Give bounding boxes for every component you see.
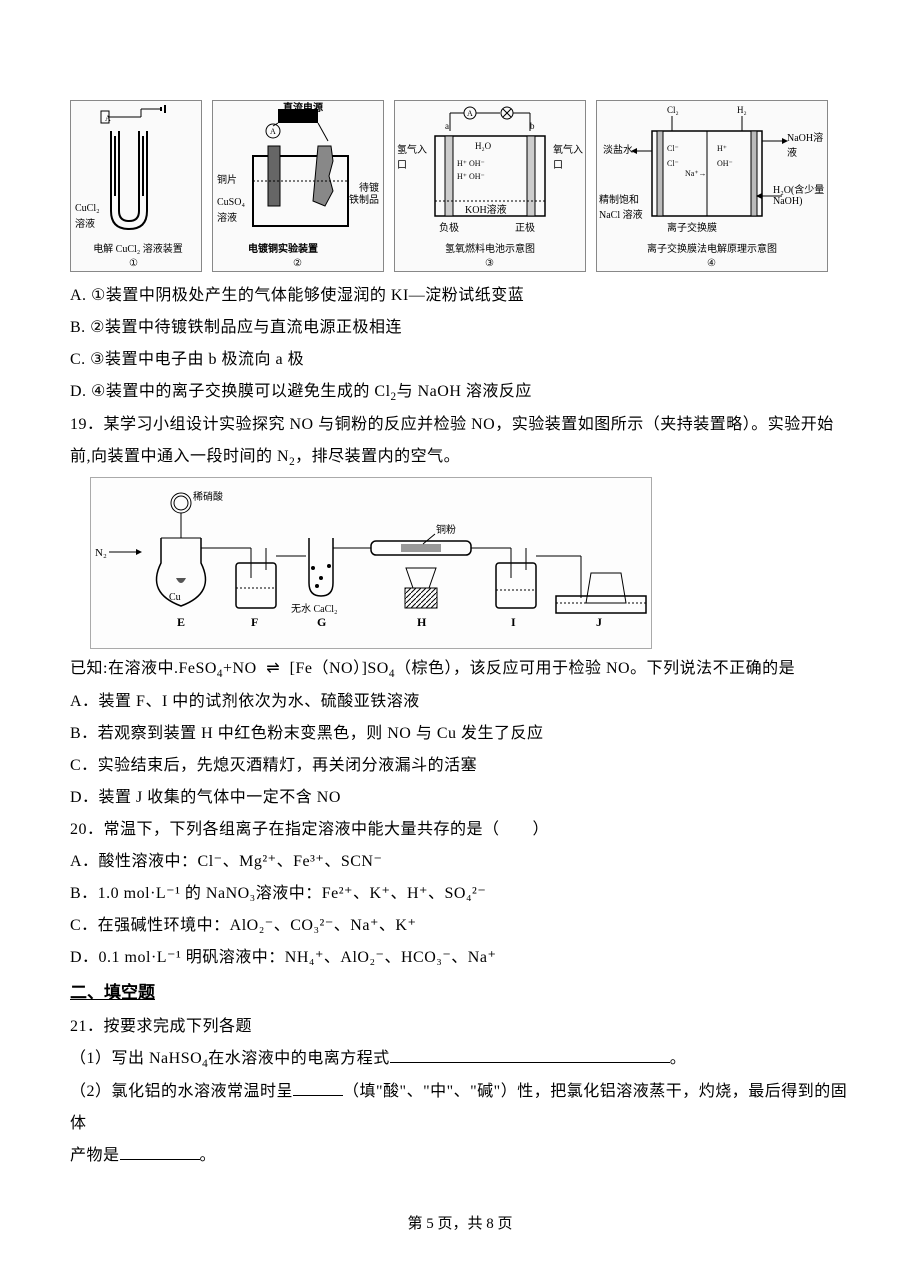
svg-text:A: A (270, 127, 276, 136)
q19-line2-post: ，排尽装置内的空气。 (295, 448, 460, 465)
figure-1: A CuCl₂ 溶液 电解 CuCl₂ 溶液装置 ① (70, 100, 202, 272)
q21-1-pre: （1）写出 NaHSO (70, 1050, 202, 1067)
fig2-num: ② (293, 258, 302, 269)
q21-sub2-line1: （2）氯化铝的水溶液常温时呈（填"酸"、"中"、"碱"）性，把氯化铝溶液蒸干，灼… (70, 1076, 850, 1140)
fig3-tl: 氢气入口 (397, 141, 427, 171)
svg-text:稀硝酸: 稀硝酸 (193, 490, 223, 503)
fig3-pos: 正极 (515, 219, 535, 234)
svg-text:H⁺ OH⁻: H⁺ OH⁻ (457, 159, 485, 168)
fig4-nacl: 精制饱和NaCl 溶液 (599, 191, 651, 221)
svg-text:Na⁺→: Na⁺→ (685, 169, 707, 178)
svg-text:I: I (511, 615, 516, 629)
fig3-a: a (445, 121, 449, 131)
svg-text:Cu: Cu (169, 592, 181, 603)
known-pre: 已知:在溶液中.FeSO (70, 660, 217, 677)
q19-line2: 前,向装置中通入一段时间的 N2，排尽装置内的空气。 (70, 441, 850, 474)
svg-text:H: H (417, 615, 427, 629)
fig3-num: ③ (485, 258, 494, 269)
q20: 20．常温下，下列各组离子在指定溶液中能大量共存的是（ ） (70, 814, 850, 846)
option-a: A. ①装置中阴极处产生的气体能够使湿润的 KI—淀粉试纸变蓝 (70, 280, 850, 312)
q20-opt-d: D．0.1 mol·L⁻¹ 明矾溶液中：NH₄⁺、AlO₂⁻、HCO₃⁻、Na⁺ (70, 942, 850, 974)
fig3-tr: 氧气入口 (553, 141, 583, 171)
known-mid2: [Fe（NO）]SO (290, 660, 389, 677)
fig1-label2: 溶液 (75, 215, 95, 230)
svg-text:A: A (105, 114, 111, 123)
svg-text:A: A (467, 109, 473, 118)
svg-text:G: G (317, 615, 326, 629)
fig4-caption: 离子交换膜法电解原理示意图 (627, 240, 797, 255)
q20-opt-b: B．1.0 mol·L⁻¹ 的 NaNO₃溶液中：Fe²⁺、K⁺、H⁺、SO₄²… (70, 878, 850, 910)
known-post: （棕色），该反应可用于检验 NO。下列说法不正确的是 (395, 660, 795, 677)
fig2-caption: 电镀铜实验装置 (248, 240, 318, 255)
q21-2a: （2）氯化铝的水溶液常温时呈 (70, 1083, 293, 1100)
svg-text:N₂: N₂ (95, 547, 107, 559)
svg-text:OH⁻: OH⁻ (717, 159, 733, 168)
svg-text:F: F (251, 615, 258, 629)
fig1-caption: 电解 CuCl₂ 溶液装置 (83, 240, 193, 255)
known-mid1: +NO (223, 660, 257, 677)
svg-text:Cl⁻: Cl⁻ (667, 144, 679, 153)
fig1-label1: CuCl₂ (75, 203, 100, 214)
fig4-num: ④ (707, 258, 716, 269)
q20-opt-a: A．酸性溶液中：Cl⁻、Mg²⁺、Fe³⁺、SCN⁻ (70, 846, 850, 878)
q21-1-post: 在水溶液中的电离方程式 (208, 1050, 390, 1067)
svg-text:铜粉: 铜粉 (436, 523, 456, 536)
svg-text:H⁺: H⁺ (717, 144, 727, 153)
page-footer: 第 5 页，共 8 页 (0, 1212, 920, 1233)
figure-3: A a b H₂O H⁺ OH⁻ H⁺ OH⁻ 氢气入口 氧气入口 KOH溶液 … (394, 100, 586, 272)
fig3-b: b (530, 121, 535, 131)
blank-2[interactable] (293, 1079, 343, 1096)
figure-row: A CuCl₂ 溶液 电解 CuCl₂ 溶液装置 ① A (70, 100, 850, 272)
svg-text:H₂O: H₂O (475, 141, 492, 151)
q19-line1: 19．某学习小组设计实验探究 NO 与铜粉的反应并检验 NO，实验装置如图所示（… (70, 409, 850, 441)
fig2-l1: 铜片 (217, 171, 237, 186)
svg-text:无水 CaCl₂: 无水 CaCl₂ (291, 603, 338, 615)
svg-text:H⁺ OH⁻: H⁺ OH⁻ (457, 172, 485, 181)
q20-opt-c: C．在强碱性环境中：AlO₂⁻、CO₃²⁻、Na⁺、K⁺ (70, 910, 850, 942)
option-d-pre: D. ④装置中的离子交换膜可以避免生成的 Cl (70, 383, 391, 400)
figure-4: Cl⁻ Cl⁻ H⁺ OH⁻ Na⁺→ Cl₂ H₂ 淡盐水 NaOH溶液 精制… (596, 100, 828, 272)
option-b: B. ②装置中待镀铁制品应与直流电源正极相连 (70, 312, 850, 344)
fig2-l3: 溶液 (217, 209, 237, 224)
section-2-title: 二、填空题 (70, 974, 850, 1011)
q19-opt-d: D．装置 J 收集的气体中一定不含 NO (70, 782, 850, 814)
q21-2c: 产物是 (70, 1147, 120, 1164)
experiment-figure: N₂ 稀硝酸 Cu E F 无水 CaCl₂ (90, 477, 652, 649)
q21-2d: 。 (200, 1147, 217, 1164)
fig3-caption: 氢氧燃料电池示意图 (425, 240, 555, 255)
fig2-r2: 铁制品 (349, 191, 379, 206)
fig4-dilute: 淡盐水 (603, 141, 633, 156)
fig3-neg: 负极 (439, 219, 459, 234)
fig2-l2: CuSO₄ (217, 197, 245, 208)
svg-text:E: E (177, 615, 185, 629)
q19-opt-b: B．若观察到装置 H 中红色粉末变黑色，则 NO 与 Cu 发生了反应 (70, 718, 850, 750)
q21: 21．按要求完成下列各题 (70, 1011, 850, 1043)
q21-1-end: 。 (670, 1050, 687, 1067)
q21-sub1: （1）写出 NaHSO4在水溶液中的电离方程式。 (70, 1043, 850, 1076)
q19-opt-c: C．实验结束后，先熄灭酒精灯，再关闭分液漏斗的活塞 (70, 750, 850, 782)
blank-3[interactable] (120, 1143, 200, 1160)
svg-text:H₂: H₂ (737, 105, 747, 115)
svg-text:Cl₂: Cl₂ (667, 105, 679, 115)
q19-known: 已知:在溶液中.FeSO4+NO ⇌ [Fe（NO）]SO4（棕色），该反应可用… (70, 653, 850, 686)
figure-2: A 直流电源 铜片 CuSO₄ 溶液 待镀 铁制品 电镀铜实验装置 ② (212, 100, 384, 272)
svg-text:J: J (596, 615, 602, 629)
blank-1[interactable] (390, 1046, 670, 1063)
svg-text:Cl⁻: Cl⁻ (667, 159, 679, 168)
q19-opt-a: A．装置 F、I 中的试剂依次为水、硫酸亚铁溶液 (70, 686, 850, 718)
fig3-koh: KOH溶液 (465, 201, 507, 216)
fig1-num: ① (129, 258, 138, 269)
fig4-naoh: NaOH溶液 (787, 129, 825, 159)
fig4-right: H₂O(含少量 NaOH) (773, 181, 825, 207)
fig4-mem: 离子交换膜 (667, 219, 717, 234)
fig2-top: 直流电源 (283, 99, 323, 114)
option-d: D. ④装置中的离子交换膜可以避免生成的 Cl2与 NaOH 溶液反应 (70, 376, 850, 409)
q19-line2-pre: 前,向装置中通入一段时间的 N (70, 448, 289, 465)
option-c: C. ③装置中电子由 b 极流向 a 极 (70, 344, 850, 376)
q21-sub2-line2: 产物是 。 (70, 1140, 850, 1172)
option-d-post: 与 NaOH 溶液反应 (397, 383, 532, 400)
